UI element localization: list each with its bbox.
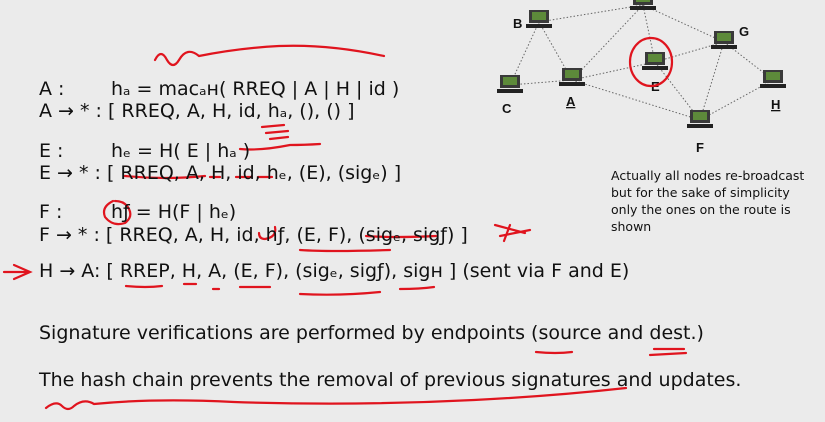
node-h-icon [760,70,786,88]
line-f-label: F : [39,201,63,223]
node-top-icon [630,0,656,10]
node-label-b: B [513,16,522,31]
side-note: Actually all nodes re-broadcast but for … [611,168,805,234]
line-e-forward: E → * : [ RREQ, A, H, id, hₑ, (E), (sigₑ… [39,162,402,184]
line-e-hash: E : hₑ = H( E | hₐ ) [39,140,250,162]
line-h-reply: H → A: [ RREP, H, A, (E, F), (sigₑ, sigƒ… [39,260,630,282]
statement-signature-verification: Signature verifications are performed by… [39,322,704,344]
node-label-a: A [566,94,576,109]
node-label-f: F [696,140,704,155]
line-a-hash: A : hₐ = macₐʜ( RREQ | A | H | id ) [39,78,399,100]
node-f-icon [687,110,713,128]
statement-hash-chain: The hash chain prevents the removal of p… [39,369,742,391]
network-links [509,4,774,121]
line-a-expr: hₐ = macₐʜ( RREQ | A | H | id ) [111,78,400,100]
node-b-icon [526,10,552,28]
line-f-forward: F → * : [ RREQ, A, H, id, hƒ, (E, F), (s… [39,224,468,246]
ink-annotations [2,36,688,411]
line-f-expr: hƒ = H(F | hₑ) [111,201,237,223]
node-g-icon [711,31,737,49]
node-a-icon [559,68,585,86]
line-e-label: E : [39,140,64,162]
node-label-h: H [771,97,780,112]
line-a-label: A : [39,78,65,100]
node-c-icon [497,75,523,93]
line-f-hash: F : hƒ = H(F | hₑ) [39,201,236,223]
node-e-icon [642,52,668,70]
line-a-forward: A → * : [ RREQ, A, H, id, hₐ, (), () ] [39,100,355,122]
line-e-expr: hₑ = H( E | hₐ ) [111,140,251,162]
node-label-g: G [739,24,749,39]
node-label-c: C [502,101,512,116]
